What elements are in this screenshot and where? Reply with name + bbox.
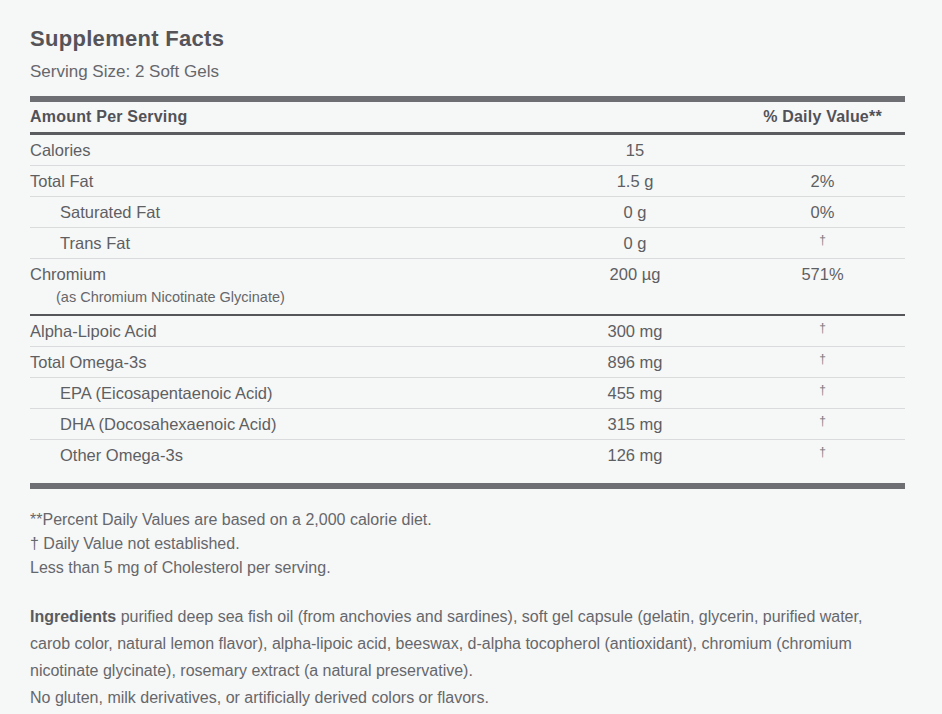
row-amount: 300 mg xyxy=(530,322,740,341)
row-label: Total Fat xyxy=(30,172,530,191)
table-row: Total Omega-3s896 mg† xyxy=(30,347,905,378)
footnote-cholesterol: Less than 5 mg of Cholesterol per servin… xyxy=(30,556,905,580)
row-amount: 0 g xyxy=(530,234,740,253)
row-amount: 200 µg xyxy=(530,265,740,284)
row-label: Saturated Fat xyxy=(30,203,530,222)
ingredients-no-gluten: No gluten, milk derivatives, or artifici… xyxy=(30,684,905,711)
row-amount: 15 xyxy=(530,141,740,160)
table-row: Other Omega-3s126 mg† xyxy=(30,440,905,470)
row-daily-value: † xyxy=(740,445,905,459)
row-amount: 126 mg xyxy=(530,446,740,465)
row-daily-value: 571% xyxy=(740,265,905,284)
table-row: DHA (Docosahexaenoic Acid)315 mg† xyxy=(30,409,905,440)
table-row: Alpha-Lipoic Acid300 mg† xyxy=(30,316,905,347)
serving-size-text: Serving Size: 2 Soft Gels xyxy=(30,62,905,82)
footnotes: **Percent Daily Values are based on a 2,… xyxy=(30,508,905,580)
row-amount: 0 g xyxy=(530,203,740,222)
daily-value-header: % Daily Value** xyxy=(740,108,905,126)
row-label: EPA (Eicosapentaenoic Acid) xyxy=(30,384,530,403)
ingredients-body: purified deep sea fish oil (from anchovi… xyxy=(30,608,862,679)
nutrient-rows: Calories15Total Fat1.5 g2%Saturated Fat0… xyxy=(30,135,905,470)
row-amount: 315 mg xyxy=(530,415,740,434)
table-row: Saturated Fat0 g0% xyxy=(30,197,905,228)
ingredients-lead: Ingredients xyxy=(30,608,116,625)
table-row: Calories15 xyxy=(30,135,905,166)
amount-per-serving-header: Amount Per Serving xyxy=(30,108,187,126)
table-row: Trans Fat0 g† xyxy=(30,228,905,259)
row-label: Trans Fat xyxy=(30,234,530,253)
row-label: DHA (Docosahexaenoic Acid) xyxy=(30,415,530,434)
ingredients-paragraph: Ingredients purified deep sea fish oil (… xyxy=(30,603,905,711)
row-daily-value: † xyxy=(740,414,905,428)
footnote-daily-value-not-established: † Daily Value not established. xyxy=(30,532,905,556)
row-label: Calories xyxy=(30,141,530,160)
row-daily-value: 0% xyxy=(740,203,905,222)
table-row-group: Chromium200 µg571%(as Chromium Nicotinat… xyxy=(30,259,905,316)
row-amount: 1.5 g xyxy=(530,172,740,191)
row-daily-value: 2% xyxy=(740,172,905,191)
row-daily-value: † xyxy=(740,233,905,247)
row-label: Chromium xyxy=(30,265,530,284)
table-row: Total Fat1.5 g2% xyxy=(30,166,905,197)
row-label: Alpha-Lipoic Acid xyxy=(30,322,530,341)
page-title: Supplement Facts xyxy=(30,26,905,52)
row-daily-value: † xyxy=(740,383,905,397)
table-row: Chromium200 µg571% xyxy=(30,259,905,289)
row-label: Other Omega-3s xyxy=(30,446,530,465)
row-sub-label: (as Chromium Nicotinate Glycinate) xyxy=(30,289,905,314)
row-daily-value: † xyxy=(740,352,905,366)
divider-bottom-thick xyxy=(30,483,905,489)
row-amount: 896 mg xyxy=(530,353,740,372)
footnote-daily-values: **Percent Daily Values are based on a 2,… xyxy=(30,508,905,532)
table-row: EPA (Eicosapentaenoic Acid)455 mg† xyxy=(30,378,905,409)
supplement-facts-panel: Supplement Facts Serving Size: 2 Soft Ge… xyxy=(0,0,942,714)
row-daily-value: † xyxy=(740,321,905,335)
table-header: Amount Per Serving % Daily Value** xyxy=(30,102,905,132)
row-label: Total Omega-3s xyxy=(30,353,530,372)
row-amount: 455 mg xyxy=(530,384,740,403)
